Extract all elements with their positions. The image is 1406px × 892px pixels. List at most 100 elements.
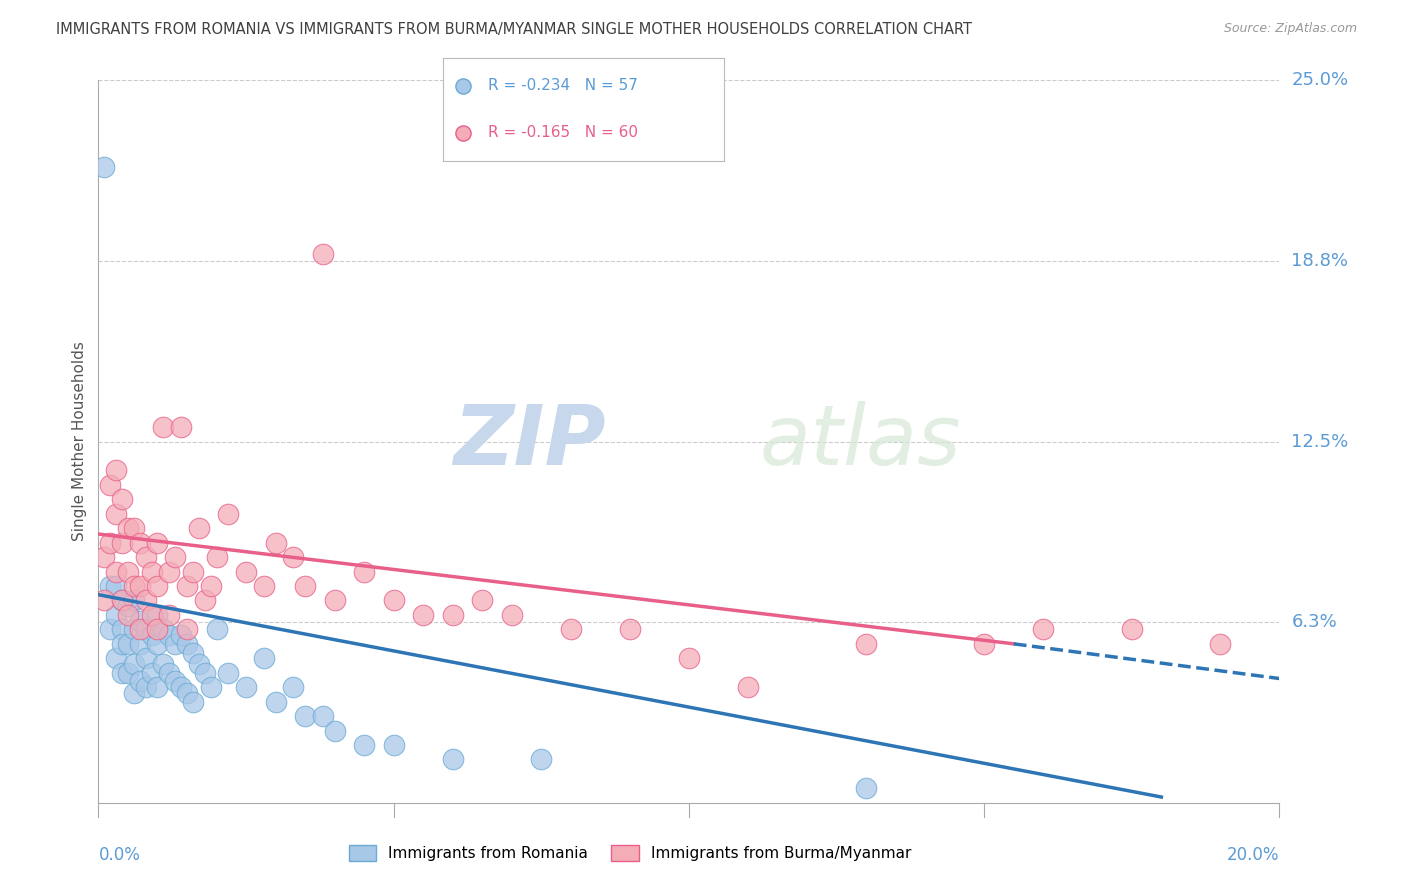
Point [283, 680, 305, 694]
Point [1032, 623, 1054, 637]
Point [194, 665, 217, 680]
Point [264, 535, 287, 549]
Point [187, 521, 209, 535]
Point [170, 680, 193, 694]
Point [855, 637, 877, 651]
Point [264, 695, 287, 709]
Point [141, 607, 163, 622]
Point [157, 565, 180, 579]
Text: 25.0%: 25.0% [1291, 71, 1348, 89]
Point [122, 579, 145, 593]
Point [737, 680, 759, 694]
Point [111, 623, 134, 637]
Point [146, 607, 169, 622]
Point [111, 593, 134, 607]
Point [560, 623, 582, 637]
Point [117, 521, 139, 535]
Point [135, 680, 157, 694]
Point [165, 637, 187, 651]
Point [170, 420, 193, 434]
Point [117, 565, 139, 579]
Point [312, 709, 335, 723]
Point [382, 738, 405, 752]
Point [157, 665, 180, 680]
Text: 12.5%: 12.5% [1291, 433, 1348, 450]
Point [283, 550, 305, 565]
Point [152, 420, 174, 434]
Y-axis label: Single Mother Households: Single Mother Households [72, 342, 87, 541]
Point [451, 78, 474, 93]
Point [165, 550, 187, 565]
Point [855, 781, 877, 796]
Point [105, 579, 128, 593]
Point [128, 674, 150, 689]
Text: 18.8%: 18.8% [1291, 252, 1348, 270]
Point [146, 680, 169, 694]
Point [93, 550, 115, 565]
Point [200, 579, 222, 593]
Point [294, 579, 316, 593]
Point [181, 646, 204, 660]
Point [217, 507, 239, 521]
Point [181, 695, 204, 709]
Point [98, 478, 121, 492]
Point [141, 665, 163, 680]
Point [973, 637, 995, 651]
Point [135, 651, 157, 665]
Point [105, 507, 128, 521]
Text: IMMIGRANTS FROM ROMANIA VS IMMIGRANTS FROM BURMA/MYANMAR SINGLE MOTHER HOUSEHOLD: IMMIGRANTS FROM ROMANIA VS IMMIGRANTS FR… [56, 22, 972, 37]
Point [111, 593, 134, 607]
Point [152, 623, 174, 637]
Point [146, 579, 169, 593]
Point [117, 637, 139, 651]
Point [128, 614, 150, 628]
Point [146, 623, 169, 637]
Point [619, 623, 641, 637]
Point [235, 680, 257, 694]
Point [205, 623, 228, 637]
Point [146, 535, 169, 549]
Point [253, 651, 276, 665]
Point [1121, 623, 1143, 637]
Point [323, 723, 346, 738]
Point [93, 160, 115, 174]
Point [176, 686, 198, 700]
Point [176, 637, 198, 651]
Text: 20.0%: 20.0% [1227, 847, 1279, 864]
Point [128, 535, 150, 549]
Point [98, 579, 121, 593]
Point [135, 550, 157, 565]
Point [105, 463, 128, 477]
Point [501, 607, 523, 622]
Point [176, 579, 198, 593]
Point [141, 565, 163, 579]
Point [117, 599, 139, 614]
Point [157, 628, 180, 642]
Text: 0.0%: 0.0% [98, 847, 141, 864]
Point [1209, 637, 1232, 651]
Point [141, 628, 163, 642]
Point [451, 126, 474, 140]
Point [135, 593, 157, 607]
Point [117, 665, 139, 680]
Point [93, 593, 115, 607]
Text: ZIP: ZIP [454, 401, 606, 482]
Point [117, 607, 139, 622]
Point [122, 623, 145, 637]
Point [382, 593, 405, 607]
Point [412, 607, 434, 622]
Point [187, 657, 209, 671]
Point [105, 651, 128, 665]
Text: atlas: atlas [759, 401, 962, 482]
Point [128, 579, 150, 593]
Point [200, 680, 222, 694]
Point [294, 709, 316, 723]
Point [176, 623, 198, 637]
Point [323, 593, 346, 607]
Point [98, 623, 121, 637]
Point [253, 579, 276, 593]
Point [678, 651, 700, 665]
Point [122, 521, 145, 535]
Point [165, 674, 187, 689]
Point [111, 637, 134, 651]
